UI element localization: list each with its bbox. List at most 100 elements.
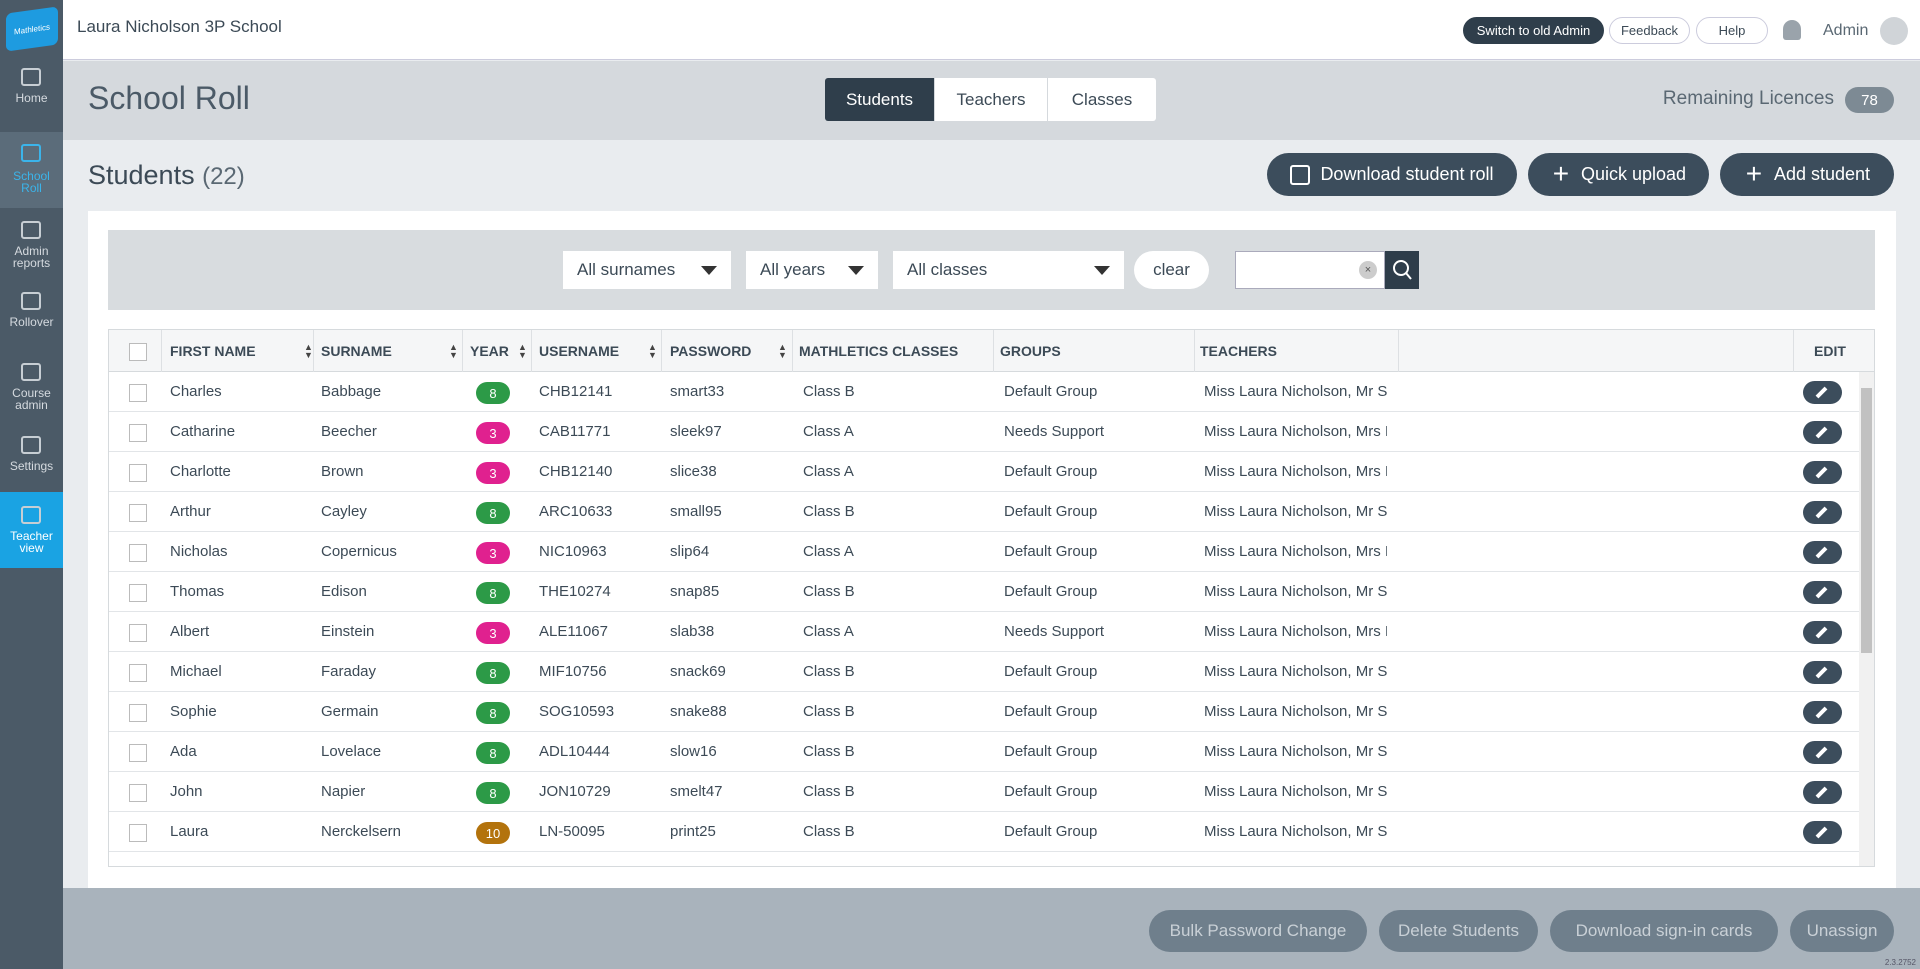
nav-item[interactable]: Course admin (0, 349, 63, 425)
edit-button[interactable] (1803, 381, 1842, 404)
column-header[interactable]: PASSWORD (670, 343, 752, 359)
select-all[interactable] (129, 343, 147, 361)
edit-icon (1815, 626, 1828, 639)
column-divider (661, 330, 662, 372)
year-badge: 3 (476, 622, 510, 644)
edit-button[interactable] (1803, 461, 1842, 484)
edit-button[interactable] (1803, 421, 1842, 444)
logo[interactable]: Mathletics (6, 6, 58, 52)
cell-text: slip64 (670, 543, 710, 560)
column-header[interactable]: TEACHERS (1200, 343, 1278, 359)
row-checkbox[interactable] (129, 704, 147, 722)
footer-button[interactable]: Unassign (1790, 910, 1894, 952)
row-checkbox[interactable] (129, 584, 147, 602)
header-button[interactable]: Switch to old Admin (1463, 17, 1604, 44)
column-header[interactable]: FIRST NAME (170, 343, 256, 359)
nav-item[interactable]: Rollover (0, 278, 63, 354)
cell-text: JON10729 (539, 783, 611, 800)
header-button[interactable]: Help (1696, 17, 1768, 44)
sort-icon[interactable]: ▲ ▼ (518, 342, 527, 360)
nav-item[interactable]: Home (0, 54, 63, 130)
action-button[interactable]: + Add student (1720, 153, 1894, 196)
select-label: All years (760, 260, 826, 279)
sort-icon[interactable]: ▲ ▼ (648, 342, 657, 360)
clear-button[interactable]: clear (1134, 251, 1209, 289)
cell-text: print25 (670, 823, 716, 840)
edit-button[interactable] (1803, 501, 1842, 524)
nav-item[interactable]: School Roll (0, 132, 63, 208)
cell-text: ADL10444 (539, 743, 610, 760)
cell-text: Default Group (1004, 383, 1098, 400)
row-checkbox[interactable] (129, 504, 147, 522)
edit-button[interactable] (1803, 701, 1842, 724)
table-row: Charlotte Brown 3 CHB12140 slice38 Class A Def… (109, 452, 1859, 492)
column-header[interactable]: SURNAME (321, 343, 392, 359)
column-header[interactable]: MATHLETICS CLASSES (799, 343, 959, 359)
row-checkbox[interactable] (129, 744, 147, 762)
footer-button[interactable]: Delete Students (1379, 910, 1538, 952)
action-button[interactable]: + Quick upload (1528, 153, 1709, 196)
nav-item[interactable]: Teacher view (0, 492, 63, 568)
action-button[interactable]: Download student roll (1267, 153, 1517, 196)
licences-label: Remaining Licences (1662, 88, 1834, 109)
nav-label: Admin reports (12, 244, 51, 270)
cell-text: Albert (170, 623, 210, 640)
row-checkbox[interactable] (129, 624, 147, 642)
row-checkbox[interactable] (129, 424, 147, 442)
row-checkbox[interactable] (129, 824, 147, 842)
search-clear[interactable]: × (1359, 261, 1377, 279)
nav-icon (21, 363, 41, 381)
sort-icon[interactable]: ▲ ▼ (304, 342, 313, 360)
edit-button[interactable] (1803, 541, 1842, 564)
cell-text: Miss Laura Nicholson, Mrs I (1204, 543, 1387, 560)
column-header[interactable]: USERNAME (539, 343, 620, 359)
filter-select[interactable]: All classes (893, 251, 1124, 289)
notifications[interactable] (1783, 20, 1801, 40)
filter-select[interactable]: All surnames (563, 251, 731, 289)
year-badge: 8 (476, 702, 510, 724)
edit-button[interactable] (1803, 581, 1842, 604)
cell-text: Arthur (170, 503, 211, 520)
nav-icon (21, 292, 41, 310)
table-header: FIRST NAME ▲ ▼ SURNAME ▲ ▼ YEAR ▲ ▼ USERNAME ▲ ▼ PAS… (109, 330, 1874, 372)
footer-button[interactable]: Bulk Password Change (1149, 910, 1367, 952)
cell-text: Class B (803, 783, 855, 800)
cell-text: Miss Laura Nicholson, Mr S (1204, 783, 1387, 800)
cell-text: Nerckelsern (321, 823, 402, 840)
row-checkbox[interactable] (129, 664, 147, 682)
row-checkbox[interactable] (129, 784, 147, 802)
tab[interactable]: Teachers (935, 78, 1047, 121)
nav-item[interactable]: Settings (0, 422, 63, 498)
cell-text: snake88 (670, 703, 727, 720)
nav-item[interactable]: Admin reports (0, 207, 63, 283)
scrollbar (1859, 372, 1874, 866)
row-checkbox[interactable] (129, 464, 147, 482)
row-checkbox[interactable] (129, 384, 147, 402)
column-header[interactable]: YEAR (470, 343, 509, 359)
edit-button[interactable] (1803, 781, 1842, 804)
cell-text: small95 (670, 503, 722, 520)
avatar[interactable] (1880, 17, 1908, 45)
cell-text: Miss Laura Nicholson, Mrs I (1204, 623, 1387, 640)
edit-icon (1815, 426, 1828, 439)
sort-icon[interactable]: ▲ ▼ (778, 342, 787, 360)
tab[interactable]: Students (825, 78, 934, 121)
column-header[interactable]: GROUPS (1000, 343, 1061, 359)
edit-button[interactable] (1803, 821, 1842, 844)
header-button[interactable]: Feedback (1609, 17, 1690, 44)
filter-select[interactable]: All years (746, 251, 878, 289)
edit-button[interactable] (1803, 621, 1842, 644)
sort-icon[interactable]: ▲ ▼ (449, 342, 458, 360)
column-header[interactable]: EDIT (1814, 343, 1846, 359)
edit-icon (1815, 746, 1828, 759)
edit-button[interactable] (1803, 741, 1842, 764)
search-button[interactable] (1385, 251, 1419, 289)
cell-text: Ada (170, 743, 197, 760)
cell-text: Michael (170, 663, 222, 680)
user-name[interactable]: Admin (1823, 22, 1869, 39)
row-checkbox[interactable] (129, 544, 147, 562)
footer-button[interactable]: Download sign-in cards (1550, 910, 1778, 952)
tab[interactable]: Classes (1048, 78, 1156, 121)
edit-button[interactable] (1803, 661, 1842, 684)
